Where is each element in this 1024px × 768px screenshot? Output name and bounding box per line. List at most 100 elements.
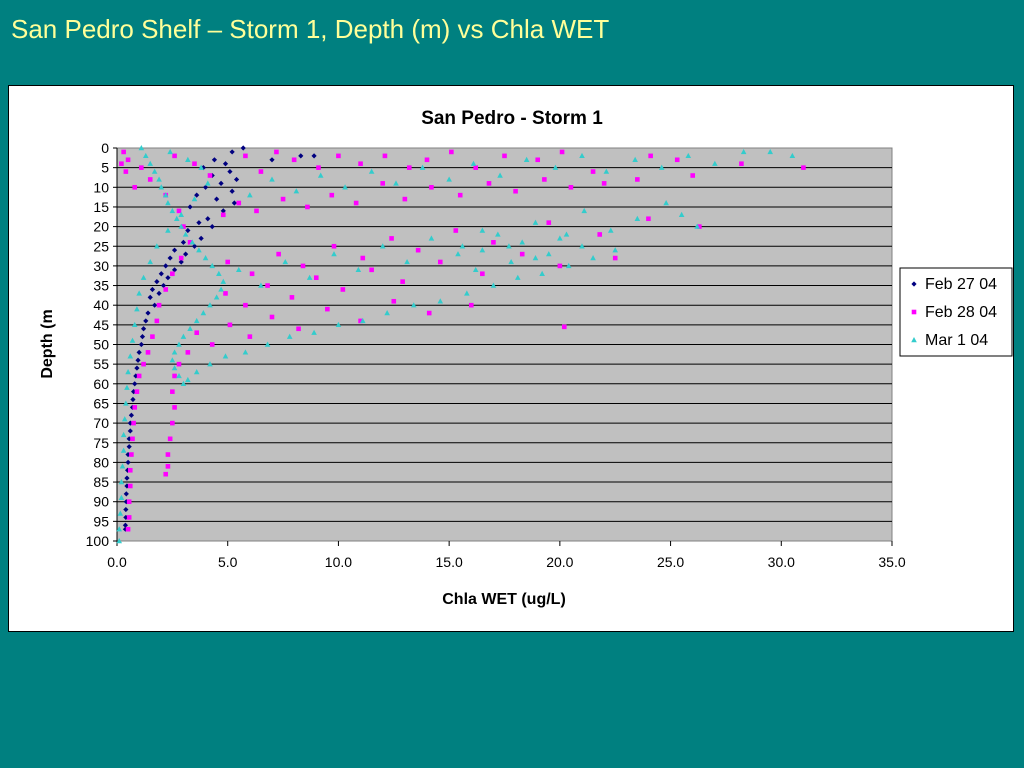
data-point	[459, 243, 466, 249]
data-point	[581, 207, 588, 214]
data-point	[220, 208, 226, 214]
data-point	[590, 169, 596, 174]
data-point	[542, 177, 547, 182]
data-point	[140, 274, 147, 280]
data-point	[131, 389, 137, 395]
data-point	[316, 165, 321, 170]
data-point	[552, 164, 559, 170]
y-tick-label: 30	[93, 258, 109, 274]
data-point	[473, 165, 479, 170]
data-point	[457, 192, 463, 198]
data-point	[205, 216, 211, 222]
data-point	[154, 318, 160, 324]
data-point	[674, 157, 680, 163]
data-point	[160, 282, 167, 289]
y-tick-label: 65	[93, 395, 109, 411]
data-point	[165, 200, 171, 206]
data-point	[163, 287, 169, 292]
data-point	[150, 334, 155, 339]
legend-label: Feb 28 04	[925, 304, 997, 321]
data-point	[231, 200, 237, 206]
data-point	[437, 298, 444, 304]
data-point	[229, 188, 235, 194]
data-point	[220, 278, 227, 284]
data-point	[712, 160, 718, 166]
y-tick-label: 10	[93, 179, 109, 195]
data-point	[480, 271, 485, 277]
x-tick-label: 20.0	[546, 554, 573, 570]
data-point	[389, 236, 394, 241]
y-tick-label: 85	[93, 474, 109, 490]
data-point	[242, 349, 249, 355]
x-tick-label: 30.0	[768, 554, 795, 570]
data-point	[603, 168, 610, 174]
data-point	[189, 239, 196, 245]
data-point	[142, 152, 149, 159]
data-point	[158, 184, 165, 190]
data-point	[169, 357, 176, 363]
legend-label: Mar 1 04	[925, 332, 988, 349]
data-point	[176, 341, 182, 347]
data-point	[134, 306, 140, 312]
data-point	[183, 251, 189, 257]
data-point	[207, 361, 213, 367]
data-point	[125, 369, 131, 375]
data-point	[141, 361, 146, 367]
data-point	[200, 310, 207, 316]
data-point	[801, 165, 806, 170]
data-point	[127, 483, 133, 489]
data-point	[132, 405, 138, 410]
data-point	[243, 153, 248, 159]
data-point	[280, 196, 286, 202]
data-point	[218, 286, 224, 292]
data-point	[123, 491, 129, 497]
data-point	[172, 373, 177, 379]
data-point	[479, 247, 486, 253]
data-point	[607, 227, 614, 233]
data-point	[506, 243, 512, 249]
data-point	[158, 271, 164, 277]
data-point	[429, 185, 434, 190]
data-point	[269, 157, 275, 163]
data-point	[235, 266, 242, 273]
data-point	[154, 279, 160, 285]
data-point	[116, 538, 123, 544]
data-point	[254, 208, 259, 214]
data-point	[523, 156, 530, 162]
y-tick-label: 0	[101, 140, 109, 156]
data-point	[579, 152, 585, 159]
data-point	[391, 298, 397, 304]
data-point	[464, 290, 470, 296]
data-point	[449, 149, 454, 155]
data-point	[225, 259, 231, 265]
y-tick-label: 50	[93, 337, 109, 353]
data-point	[274, 149, 279, 155]
x-tick-label: 35.0	[878, 554, 905, 570]
data-point	[393, 180, 399, 186]
data-point	[479, 227, 486, 233]
data-point	[131, 420, 136, 426]
data-point	[152, 302, 158, 308]
data-point	[222, 161, 229, 167]
series-2-points	[119, 149, 806, 532]
legend-box	[899, 267, 1013, 357]
data-point	[289, 295, 295, 300]
data-point	[384, 310, 390, 316]
data-point	[156, 176, 162, 182]
data-point	[490, 282, 497, 288]
data-point	[565, 262, 572, 269]
axis-ticks: 0 5 10 15 20 25 30 35 40 45 50 55 60 65 70 75 80 85 90 95 10…	[86, 140, 906, 570]
legend-items: Feb 27 04 Feb 28 04 Mar 1 04	[911, 276, 997, 349]
series-3-points	[116, 145, 796, 544]
y-tick-label: 45	[93, 317, 109, 333]
y-tick-label: 25	[93, 238, 109, 254]
data-point	[180, 239, 187, 245]
data-point	[182, 231, 189, 237]
data-point	[293, 188, 300, 194]
y-tick-label: 60	[93, 376, 109, 392]
data-point	[196, 247, 202, 253]
legend-marker	[911, 281, 917, 287]
data-point	[119, 463, 126, 469]
data-point	[173, 215, 180, 221]
data-point	[116, 526, 123, 532]
